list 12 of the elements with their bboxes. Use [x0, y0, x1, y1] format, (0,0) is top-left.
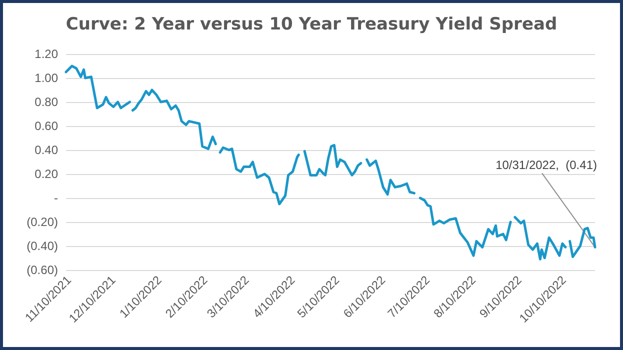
- annotation: 10/31/2022, (0.41): [496, 158, 597, 172]
- y-tick-label: (0.60): [26, 263, 58, 277]
- y-tick-label: (0.40): [26, 239, 58, 253]
- y-tick-label: 0.60: [34, 119, 58, 133]
- y-tick-label: 1.20: [34, 47, 58, 61]
- y-tick-label: -: [54, 191, 58, 205]
- y-tick-label: 1.00: [34, 71, 58, 85]
- y-tick-label: 0.40: [34, 143, 58, 157]
- y-tick-label: 0.80: [34, 95, 58, 109]
- chart-title: Curve: 2 Year versus 10 Year Treasury Yield Spread: [66, 14, 558, 34]
- y-tick-label: 0.20: [34, 167, 58, 181]
- y-tick-label: (0.20): [26, 215, 58, 229]
